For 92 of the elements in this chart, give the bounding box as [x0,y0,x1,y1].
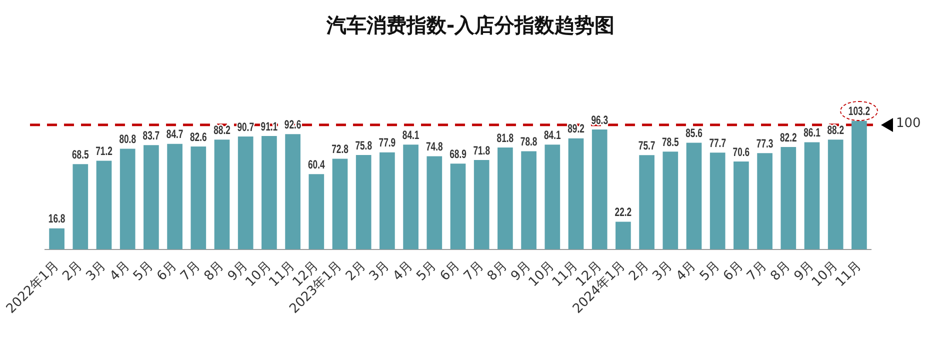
data-label: 103.2 [848,106,870,119]
data-label: 78.5 [662,136,679,150]
bar [852,120,867,250]
bar [332,158,348,250]
data-label: 88.2 [214,124,231,138]
bar [238,136,254,250]
x-tick-label: 8月 [202,258,228,284]
data-label: 84.1 [544,130,561,142]
x-tick-label: 8月 [484,258,510,284]
x-tick-label: 8月 [768,258,794,284]
data-label: 90.7 [237,122,254,134]
data-label: 16.8 [48,214,66,226]
x-tick-label: 3月 [650,258,676,284]
bar [757,153,772,250]
data-label: 77.9 [378,138,396,150]
x-tick-label: 2月 [60,258,86,284]
x-tick-label: 5月 [697,258,723,284]
bar [521,151,536,250]
data-label: 22.2 [614,206,632,220]
bar [96,160,112,250]
x-tick-label: 3月 [84,258,110,284]
bar [662,152,678,250]
x-tick-label: 5月 [130,258,156,284]
bar [190,146,206,250]
data-label: 83.7 [142,130,160,143]
x-tick-label: 6月 [154,258,180,284]
bar [734,161,749,250]
bar [262,136,277,250]
data-label: 89.2 [568,123,585,136]
data-label: 85.6 [686,128,703,141]
data-label: 74.8 [426,141,443,154]
data-label: 78.8 [520,136,538,150]
bar [616,222,631,250]
data-label: 84.1 [402,130,420,142]
chart-title: 汽车消费指数-入店分指数趋势图 [325,12,616,39]
bar [450,164,466,250]
data-label: 68.5 [72,149,89,162]
bar [474,160,490,250]
x-tick-label: 2月 [343,258,369,284]
bar [72,164,88,250]
data-label: 75.8 [355,140,372,153]
data-label: 80.8 [119,134,136,147]
data-label: 71.2 [96,146,113,158]
x-tick-label: 3月 [366,258,392,284]
bar [710,152,726,250]
bar [686,142,702,250]
data-label: 88.2 [827,124,844,138]
x-tick-label: 6月 [720,258,746,284]
x-tick-label: 2月 [626,258,652,284]
bar [592,129,608,250]
x-tick-label: 7月 [461,258,487,284]
data-label: 70.6 [732,146,750,160]
bar [167,144,182,250]
bar [214,140,230,250]
bar [568,138,584,250]
x-tick-label: 7月 [744,258,770,284]
bar [639,155,654,250]
bar [380,152,395,250]
bar [356,155,372,250]
data-label: 77.7 [709,138,726,150]
data-label: 82.6 [190,132,207,144]
bar [780,147,796,250]
bar [828,140,844,250]
bar [403,144,418,250]
bar [308,174,324,250]
data-label: 77.3 [756,138,774,151]
x-tick-label: 7月 [178,258,204,284]
bar [804,142,820,250]
bar [285,134,300,250]
bar [120,148,136,250]
bar [144,145,159,250]
x-tick-label: 4月 [390,258,416,284]
x-tick-label: 4月 [674,258,700,284]
data-label: 91.1 [260,121,278,134]
data-label: 86.1 [804,127,821,140]
ref-line-label: 100 [896,116,921,131]
x-tick-label: 4月 [107,258,133,284]
bar [426,156,442,250]
data-label: 82.2 [780,132,797,145]
bar [544,144,560,250]
data-label: 68.9 [450,148,467,162]
data-label: 75.7 [638,140,656,153]
data-label: 60.4 [308,159,325,172]
data-label: 72.8 [332,144,349,156]
data-label: 81.8 [496,132,514,146]
bar [49,228,64,250]
x-tick-label: 5月 [414,258,440,284]
x-tick-label: 6月 [438,258,464,284]
bar [498,148,513,250]
data-label: 96.3 [591,114,608,128]
data-label: 84.7 [166,129,184,142]
data-label: 71.8 [473,145,490,158]
